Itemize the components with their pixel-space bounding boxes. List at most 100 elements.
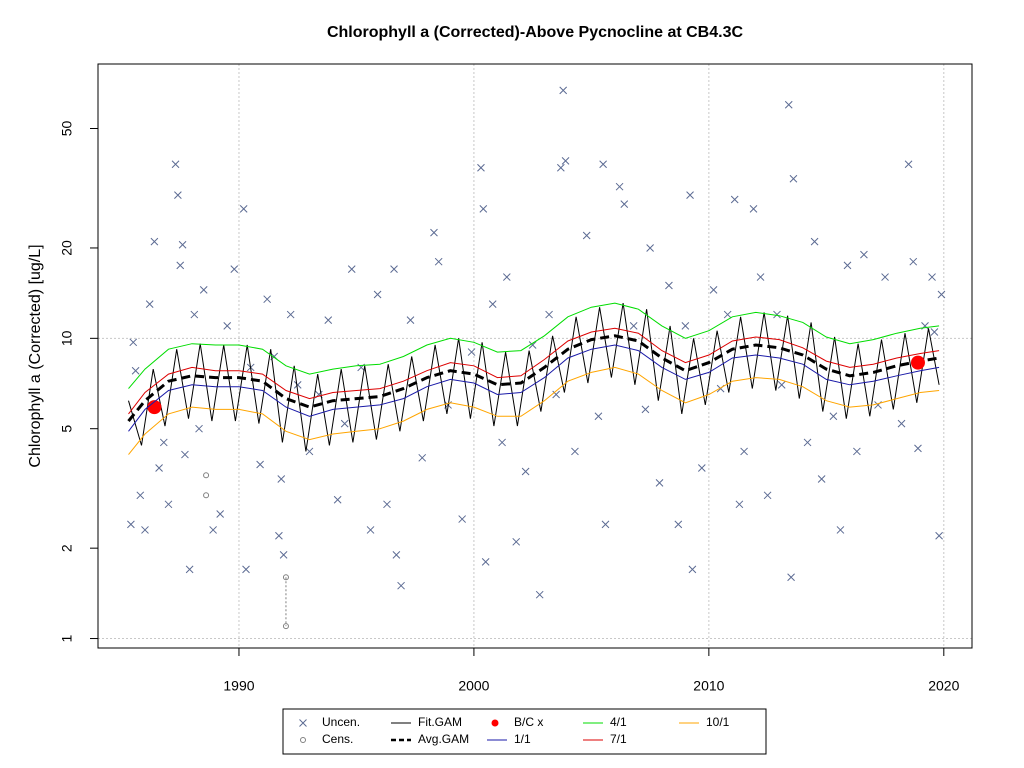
point: [571, 447, 579, 456]
point: [209, 526, 217, 534]
series-line: [128, 327, 940, 415]
point: [829, 412, 838, 421]
point: [784, 100, 793, 109]
point: [275, 531, 283, 540]
point: [418, 453, 427, 462]
point: [286, 310, 295, 319]
point: [141, 526, 149, 534]
point: [324, 316, 333, 324]
point: [397, 581, 405, 590]
legend-box: [282, 708, 767, 755]
y-tick-label: 2: [59, 544, 75, 552]
point: [601, 520, 610, 529]
point: [242, 565, 250, 574]
point: [366, 526, 375, 534]
point: [897, 419, 906, 428]
point: [552, 390, 560, 399]
point: [646, 244, 654, 252]
point: [305, 447, 314, 456]
point: [904, 160, 913, 169]
point: [293, 380, 302, 389]
point: [860, 250, 868, 259]
point: [556, 163, 565, 172]
point: [928, 273, 936, 281]
point: [171, 160, 180, 169]
point: [688, 565, 697, 574]
series-line: [128, 366, 940, 455]
point: [282, 574, 289, 581]
legend-label: B/C x: [514, 715, 543, 729]
point: [333, 495, 342, 504]
point: [498, 438, 506, 447]
point: [178, 240, 187, 249]
legend-label: Uncen.: [322, 715, 360, 729]
point: [935, 531, 943, 540]
point: [203, 492, 210, 499]
point: [176, 261, 185, 270]
point: [373, 290, 382, 299]
point: [406, 316, 415, 324]
point: [181, 450, 189, 459]
point: [216, 510, 225, 518]
point: [773, 310, 781, 319]
point: [277, 475, 286, 483]
series-line: [128, 344, 940, 432]
point: [930, 328, 939, 336]
point: [340, 419, 349, 428]
y-tick-label: 1: [59, 634, 75, 642]
point: [655, 479, 664, 487]
point: [709, 286, 718, 294]
point: [279, 551, 288, 559]
x-tick-label: 2020: [928, 678, 959, 694]
point: [615, 182, 624, 191]
point: [190, 310, 199, 319]
point: [195, 424, 203, 433]
legend-label: 10/1: [706, 715, 730, 729]
point: [810, 237, 819, 246]
point: [230, 265, 239, 274]
series-line: [127, 334, 940, 423]
series-line: [128, 303, 940, 452]
point: [674, 520, 683, 529]
legend: Uncen. Cens. Fit.GAM Avg.GAM B/C x 1/1 4/1 7/1 1…: [282, 708, 767, 755]
point: [910, 355, 925, 370]
point: [787, 573, 795, 582]
legend-label: 1/1: [514, 732, 531, 746]
point: [582, 231, 591, 240]
point: [749, 204, 758, 213]
point: [150, 237, 159, 246]
point: [681, 322, 690, 330]
point: [803, 438, 812, 447]
point: [434, 257, 443, 266]
point: [256, 460, 264, 469]
point: [502, 273, 511, 281]
point: [239, 204, 248, 213]
point: [488, 300, 497, 308]
point: [836, 526, 845, 534]
plot-frame: [97, 63, 973, 649]
legend-key: [299, 719, 307, 727]
point: [223, 322, 232, 330]
point: [430, 228, 438, 237]
point: [127, 520, 135, 529]
point: [392, 551, 401, 559]
point: [641, 405, 650, 414]
series-line: [128, 302, 940, 389]
point: [740, 447, 748, 456]
point: [174, 191, 182, 199]
point: [914, 444, 922, 453]
legend-label: 7/1: [610, 732, 627, 746]
point: [521, 467, 530, 476]
point: [730, 195, 739, 204]
legend-label: Cens.: [322, 732, 353, 746]
point: [479, 204, 488, 213]
point: [390, 265, 398, 274]
point: [665, 281, 673, 290]
y-axis-label: Chlorophyll a (Corrected) [ug/L]: [27, 244, 44, 467]
point: [185, 565, 194, 574]
point: [512, 537, 521, 546]
point: [723, 310, 732, 319]
point: [136, 491, 145, 500]
point: [477, 163, 485, 172]
